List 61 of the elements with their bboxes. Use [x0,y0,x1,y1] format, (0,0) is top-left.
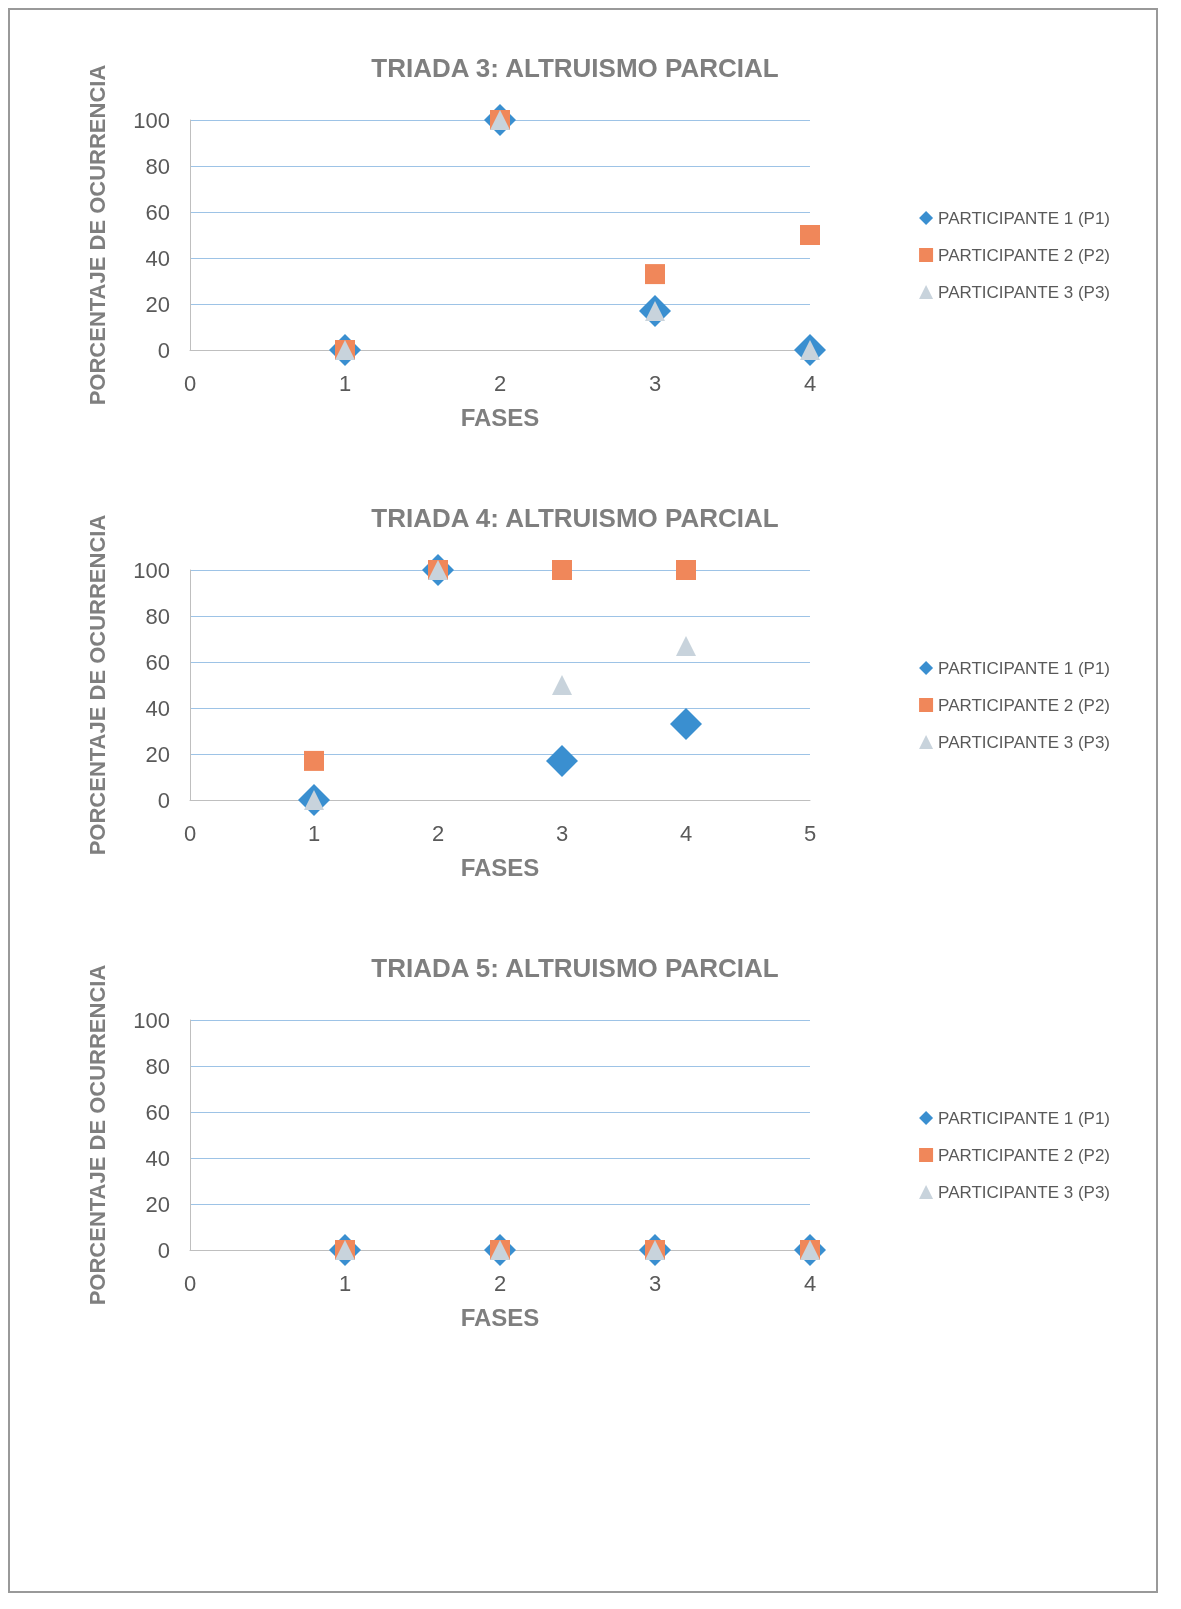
y-tick-label: 0 [157,337,170,363]
legend-label: PARTICIPANTE 1 (P1) [938,658,1111,678]
legend-label: PARTICIPANTE 2 (P2) [938,1145,1111,1165]
legend-label: PARTICIPANTE 2 (P2) [938,695,1111,715]
legend-label: PARTICIPANTE 3 (P3) [938,282,1111,302]
x-tick-label: 5 [803,820,817,846]
y-tick-label: 40 [145,695,170,721]
y-tick-label: 20 [145,291,170,317]
y-tick-label: 80 [145,603,170,629]
chart-title: TRIADA 4: ALTRUISMO PARCIAL [371,503,779,533]
point [676,635,696,656]
x-axis-title: FASES [460,403,540,431]
x-tick-label: 0 [183,1270,197,1296]
point [304,750,324,771]
y-tick-label: 0 [157,787,170,813]
y-tick-label: 80 [145,153,170,179]
x-tick-label: 4 [803,370,817,396]
x-tick-label: 2 [493,1270,507,1296]
point [546,744,578,777]
x-tick-label: 3 [648,1270,662,1296]
legend-label: PARTICIPANTE 3 (P3) [938,1182,1111,1202]
y-tick-label: 60 [145,199,170,225]
y-tick-label: 0 [157,1237,170,1263]
chart-title: TRIADA 3: ALTRUISMO PARCIAL [371,53,779,83]
y-tick-label: 20 [145,741,170,767]
y-tick-label: 60 [145,1099,170,1125]
chart-title: TRIADA 5: ALTRUISMO PARCIAL [371,953,779,983]
x-tick-label: 4 [679,820,693,846]
point [552,560,572,580]
x-axis-title: FASES [460,1303,540,1331]
point [800,225,820,245]
x-tick-label: 1 [338,1270,352,1296]
y-tick-label: 100 [133,557,170,583]
y-tick-label: 20 [145,1191,170,1217]
x-tick-label: 2 [493,370,507,396]
x-tick-label: 2 [431,820,445,846]
y-axis-title: PORCENTAJE DE OCURRENCIA [84,514,110,856]
x-tick-label: 3 [555,820,569,846]
y-tick-label: 80 [145,1053,170,1079]
y-tick-label: 100 [133,1007,170,1033]
x-tick-label: 4 [803,1270,817,1296]
legend-label: PARTICIPANTE 2 (P2) [938,245,1111,265]
y-axis-title: PORCENTAJE DE OCURRENCIA [84,964,110,1306]
legend-label: PARTICIPANTE 1 (P1) [938,208,1111,228]
legend-label: PARTICIPANTE 1 (P1) [938,1108,1111,1128]
point [645,264,665,285]
y-tick-label: 100 [133,107,170,133]
y-tick-label: 40 [145,1145,170,1171]
point [676,560,696,580]
x-tick-label: 1 [338,370,352,396]
y-tick-label: 60 [145,649,170,675]
x-tick-label: 0 [183,820,197,846]
point [670,708,702,741]
x-tick-label: 0 [183,370,197,396]
legend-label: PARTICIPANTE 3 (P3) [938,732,1111,752]
point [552,675,572,695]
x-tick-label: 1 [307,820,321,846]
x-axis-title: FASES [460,853,540,881]
y-tick-label: 40 [145,245,170,271]
x-tick-label: 3 [648,370,662,396]
y-axis-title: PORCENTAJE DE OCURRENCIA [84,64,110,406]
